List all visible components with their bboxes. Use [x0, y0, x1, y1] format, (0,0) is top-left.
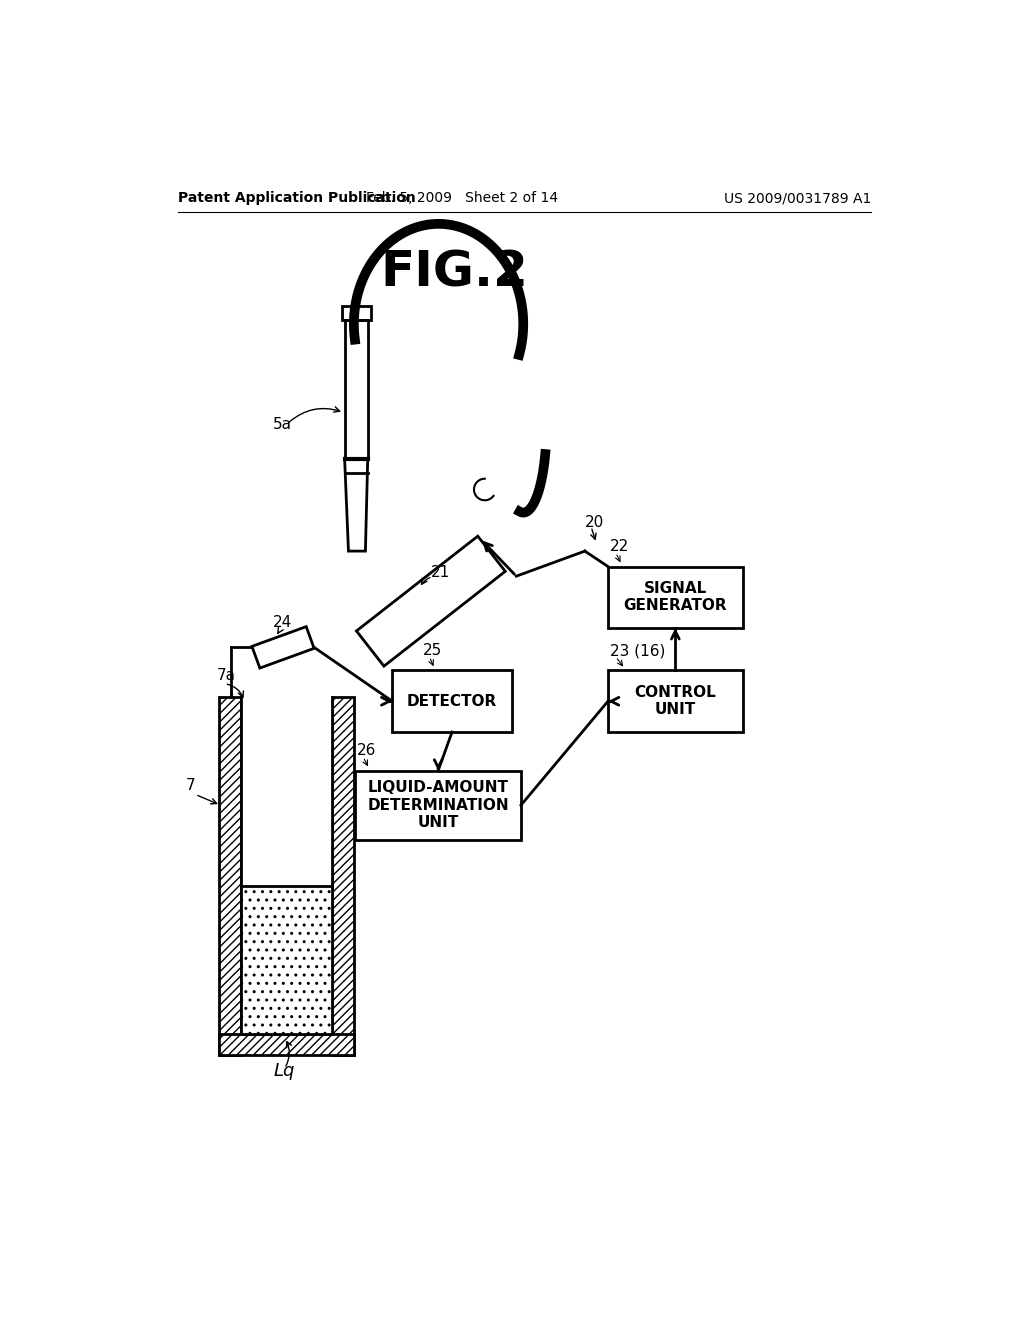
Bar [342, 306, 371, 321]
Bar [219, 697, 241, 1056]
Text: 7: 7 [186, 777, 196, 793]
Bar [333, 697, 354, 1056]
Text: FIG.2: FIG.2 [380, 248, 528, 297]
Text: SIGNAL
GENERATOR: SIGNAL GENERATOR [624, 581, 727, 614]
Text: 24: 24 [273, 615, 292, 630]
Bar [608, 566, 742, 628]
Text: LIQUID-AMOUNT
DETERMINATION
UNIT: LIQUID-AMOUNT DETERMINATION UNIT [368, 780, 509, 830]
Text: Patent Application Publication: Patent Application Publication [178, 191, 416, 206]
Text: 5a: 5a [273, 417, 292, 432]
Text: Feb. 5, 2009   Sheet 2 of 14: Feb. 5, 2009 Sheet 2 of 14 [366, 191, 558, 206]
Text: 25: 25 [423, 643, 442, 659]
Text: 21: 21 [431, 565, 451, 581]
Text: CONTROL
UNIT: CONTROL UNIT [635, 685, 716, 718]
Text: US 2009/0031789 A1: US 2009/0031789 A1 [724, 191, 871, 206]
Bar [241, 886, 333, 1034]
Bar [219, 1034, 354, 1056]
Text: Lq: Lq [273, 1063, 295, 1080]
Text: 22: 22 [609, 539, 629, 554]
Polygon shape [252, 627, 314, 668]
Text: 7a: 7a [217, 668, 236, 684]
Polygon shape [356, 536, 505, 667]
Text: 20: 20 [585, 515, 604, 531]
Polygon shape [345, 459, 368, 552]
Bar [219, 1034, 354, 1056]
Bar [355, 771, 521, 840]
Text: 23 (16): 23 (16) [609, 643, 665, 659]
Bar [219, 697, 241, 1056]
Polygon shape [345, 321, 368, 459]
Bar [608, 671, 742, 733]
Text: 26: 26 [357, 743, 376, 758]
Text: DETECTOR: DETECTOR [407, 694, 498, 709]
Bar [241, 697, 333, 1034]
Bar [392, 671, 512, 733]
Bar [333, 697, 354, 1056]
